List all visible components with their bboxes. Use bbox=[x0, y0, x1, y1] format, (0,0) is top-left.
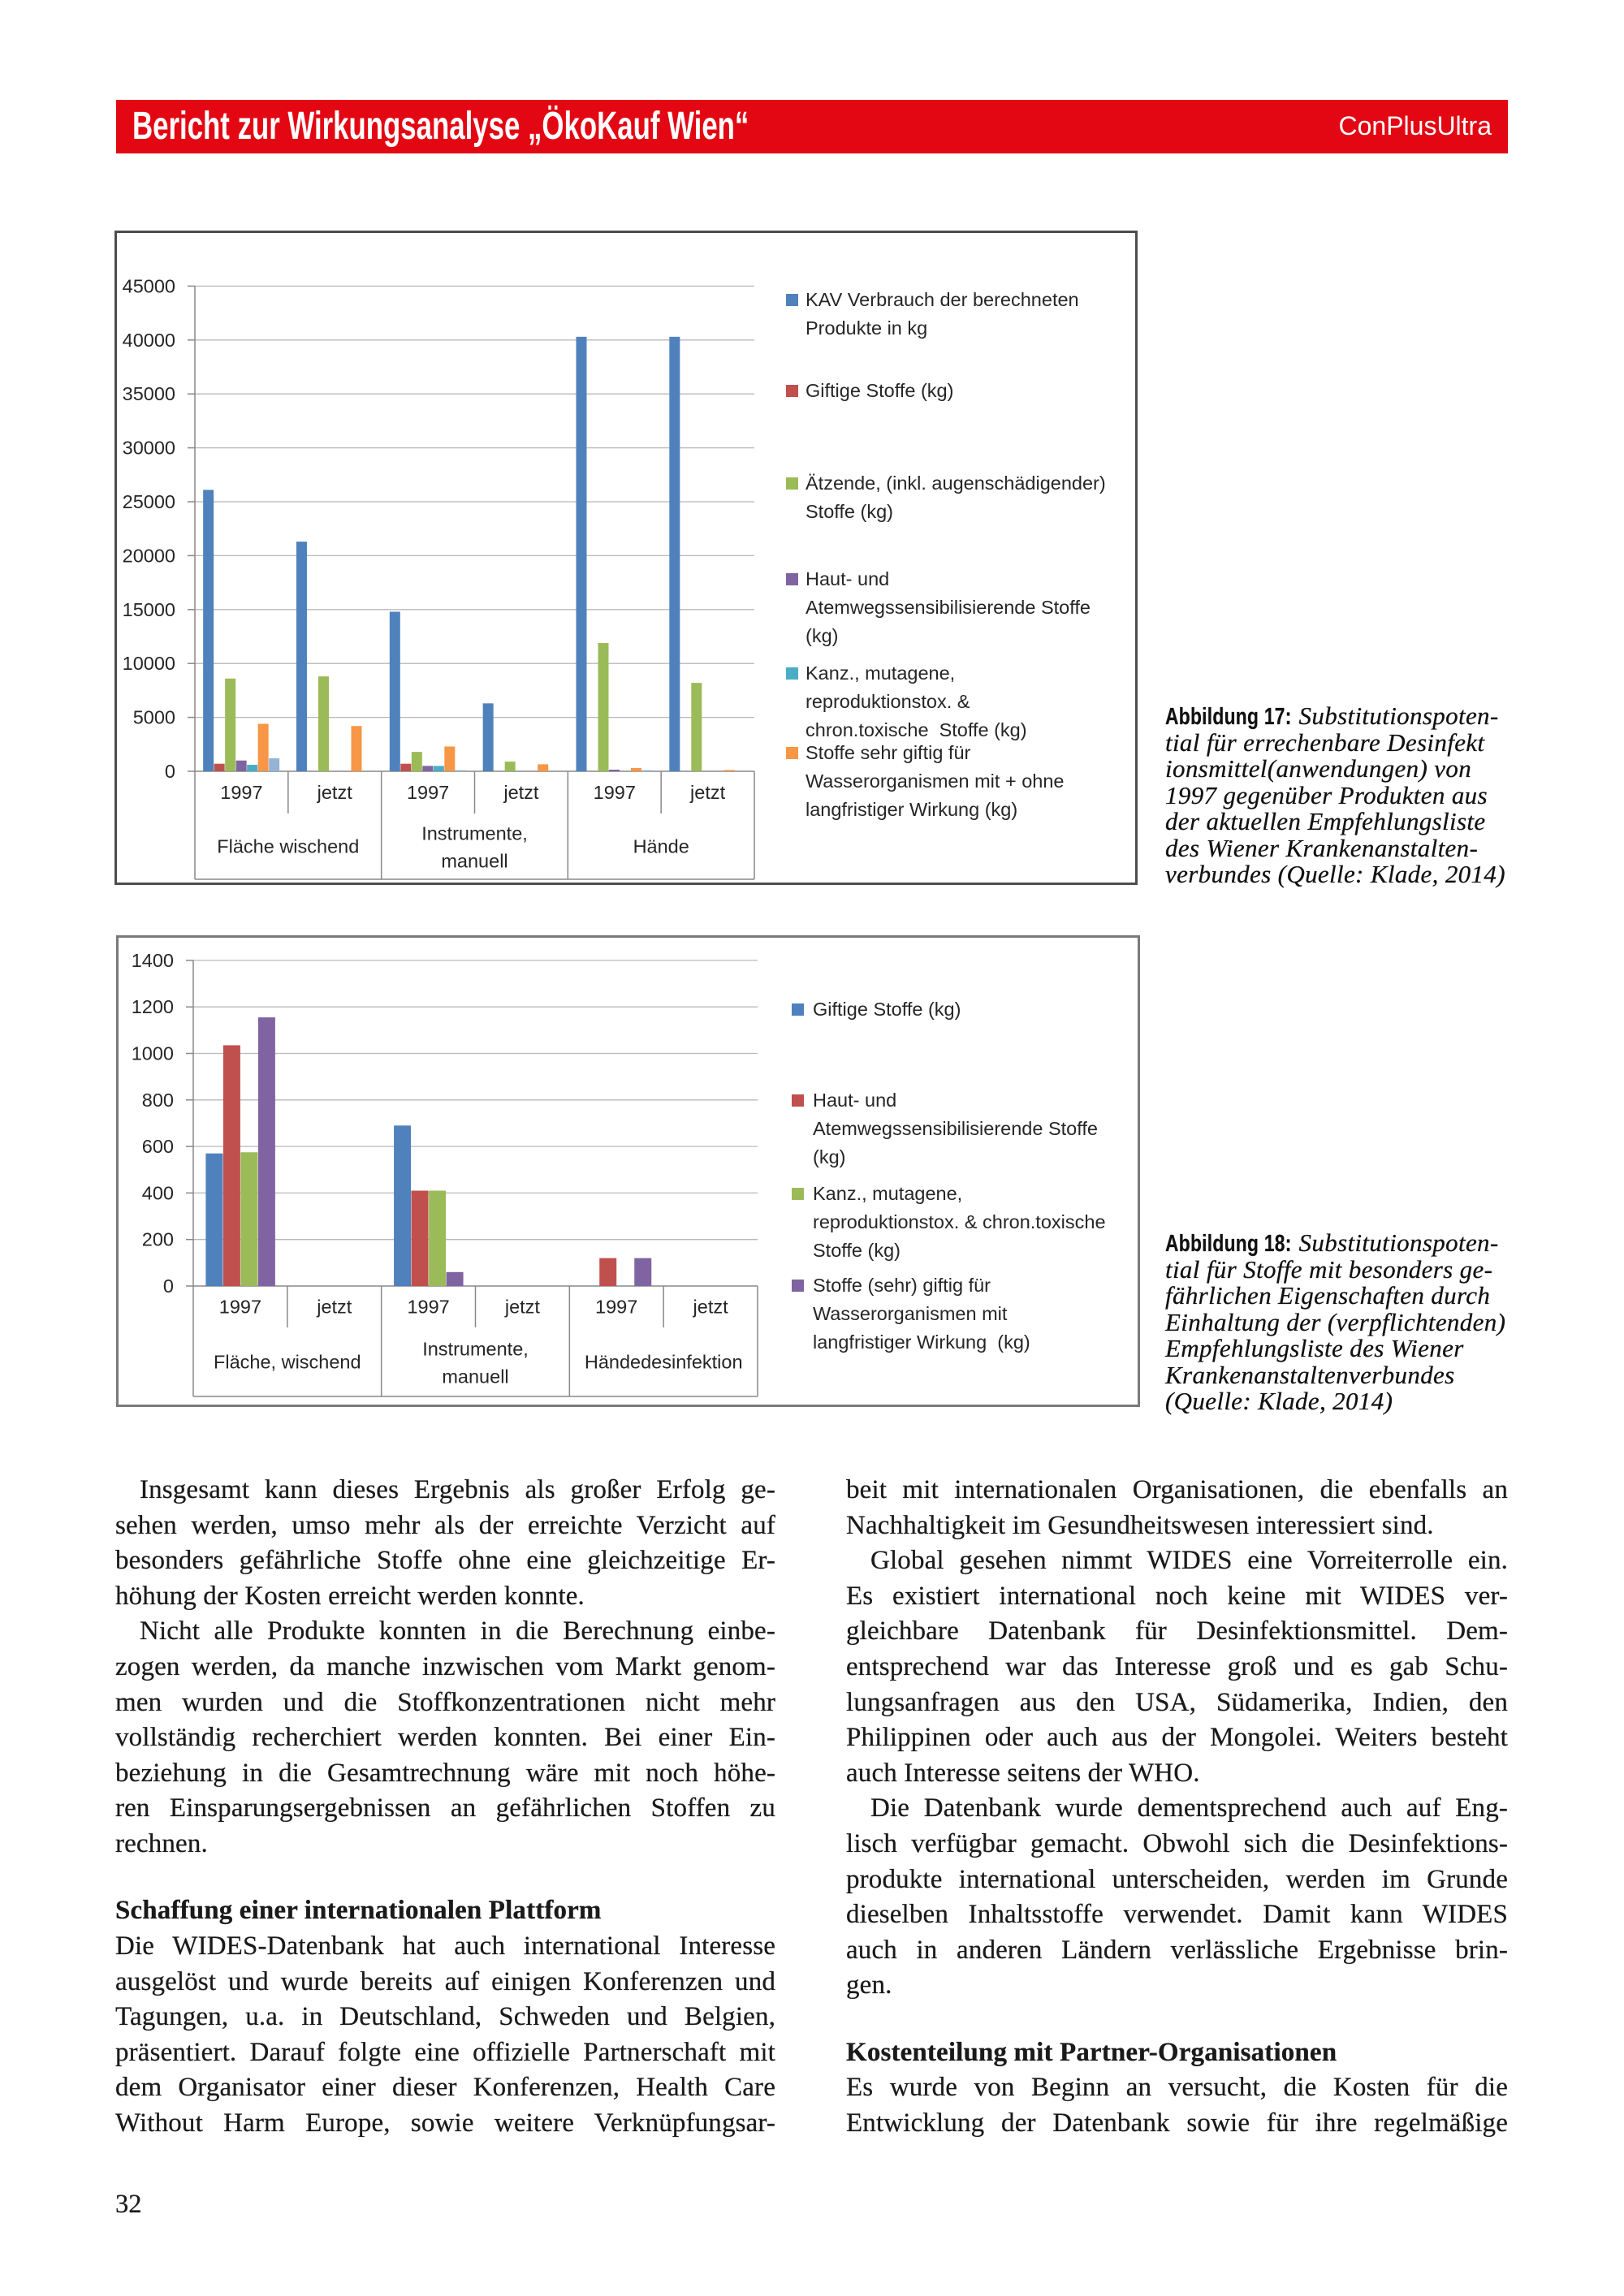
svg-text:200: 200 bbox=[142, 1229, 174, 1250]
svg-text:10000: 10000 bbox=[123, 653, 175, 674]
svg-text:1997: 1997 bbox=[407, 782, 449, 803]
svg-text:Kanz., mutagene,: Kanz., mutagene, bbox=[813, 1183, 962, 1204]
svg-text:1997: 1997 bbox=[594, 782, 636, 803]
svg-text:Giftige Stoffe (kg): Giftige Stoffe (kg) bbox=[806, 380, 953, 401]
svg-text:0: 0 bbox=[163, 1275, 174, 1297]
svg-text:Fläche, wischend: Fläche, wischend bbox=[214, 1352, 361, 1373]
svg-text:manuell: manuell bbox=[442, 1366, 508, 1388]
svg-text:35000: 35000 bbox=[123, 383, 175, 404]
svg-text:Wasserorganismen mit: Wasserorganismen mit bbox=[813, 1303, 1008, 1324]
svg-text:800: 800 bbox=[142, 1090, 174, 1111]
svg-text:40000: 40000 bbox=[123, 330, 175, 351]
svg-text:reproduktionstox. &: reproduktionstox. & bbox=[806, 691, 970, 712]
svg-text:langfristiger Wirkung (kg): langfristiger Wirkung (kg) bbox=[813, 1331, 1030, 1353]
svg-text:15000: 15000 bbox=[123, 599, 175, 620]
svg-text:jetzt: jetzt bbox=[316, 1297, 352, 1318]
svg-text:jetzt: jetzt bbox=[317, 782, 353, 803]
svg-text:Stoffe sehr giftig für: Stoffe sehr giftig für bbox=[806, 742, 971, 763]
svg-text:Händedesinfektion: Händedesinfektion bbox=[585, 1352, 743, 1373]
svg-text:KAV Verbrauch der berechneten: KAV Verbrauch der berechneten bbox=[806, 289, 1079, 310]
svg-text:jetzt: jetzt bbox=[689, 782, 726, 803]
svg-text:jetzt: jetzt bbox=[503, 782, 539, 803]
svg-text:Giftige Stoffe (kg): Giftige Stoffe (kg) bbox=[813, 999, 961, 1020]
svg-text:Haut- und: Haut- und bbox=[813, 1090, 896, 1111]
svg-text:Atemwegssensibilisierende Stof: Atemwegssensibilisierende Stoffe bbox=[806, 597, 1091, 618]
svg-text:Instrumente,: Instrumente, bbox=[421, 823, 528, 844]
svg-text:manuell: manuell bbox=[441, 851, 508, 872]
svg-text:jetzt: jetzt bbox=[504, 1297, 541, 1318]
svg-text:Hände: Hände bbox=[633, 836, 689, 857]
svg-text:(kg): (kg) bbox=[813, 1146, 845, 1167]
svg-text:Ätzende, (inkl. augenschädigen: Ätzende, (inkl. augenschädigender) bbox=[806, 473, 1106, 494]
svg-text:Atemwegssensibilisierende Stof: Atemwegssensibilisierende Stoffe bbox=[813, 1118, 1098, 1139]
svg-text:600: 600 bbox=[142, 1136, 174, 1157]
svg-text:Instrumente,: Instrumente, bbox=[422, 1339, 529, 1360]
svg-text:0: 0 bbox=[165, 761, 175, 782]
svg-text:400: 400 bbox=[142, 1182, 174, 1203]
svg-text:jetzt: jetzt bbox=[693, 1297, 729, 1318]
svg-text:1997: 1997 bbox=[220, 782, 262, 803]
svg-text:1000: 1000 bbox=[132, 1043, 174, 1064]
svg-text:1400: 1400 bbox=[132, 950, 174, 971]
svg-text:Haut- und: Haut- und bbox=[806, 568, 889, 589]
svg-text:1997: 1997 bbox=[595, 1297, 637, 1318]
svg-text:Wasserorganismen mit + ohne: Wasserorganismen mit + ohne bbox=[806, 770, 1064, 792]
svg-text:1997: 1997 bbox=[407, 1297, 449, 1318]
svg-text:5000: 5000 bbox=[133, 707, 175, 728]
svg-text:1997: 1997 bbox=[219, 1297, 261, 1318]
svg-text:45000: 45000 bbox=[123, 275, 175, 296]
svg-text:1200: 1200 bbox=[132, 996, 174, 1017]
svg-text:Stoffe (sehr) giftig für: Stoffe (sehr) giftig für bbox=[813, 1275, 991, 1296]
svg-text:Produkte in kg: Produkte in kg bbox=[806, 317, 927, 339]
svg-text:Kanz., mutagene,: Kanz., mutagene, bbox=[806, 662, 955, 684]
svg-text:(kg): (kg) bbox=[806, 625, 838, 646]
svg-text:chron.toxische Stoffe (kg): chron.toxische Stoffe (kg) bbox=[806, 719, 1027, 740]
svg-text:Stoffe (kg): Stoffe (kg) bbox=[813, 1240, 901, 1261]
svg-text:langfristiger Wirkung (kg): langfristiger Wirkung (kg) bbox=[806, 799, 1017, 820]
svg-text:30000: 30000 bbox=[123, 438, 175, 459]
svg-text:Stoffe (kg): Stoffe (kg) bbox=[806, 501, 893, 522]
svg-text:Fläche wischend: Fläche wischend bbox=[217, 836, 359, 857]
svg-text:reproduktionstox. & chron.toxi: reproduktionstox. & chron.toxische bbox=[813, 1211, 1106, 1232]
svg-text:25000: 25000 bbox=[123, 491, 175, 512]
svg-text:20000: 20000 bbox=[123, 545, 175, 566]
